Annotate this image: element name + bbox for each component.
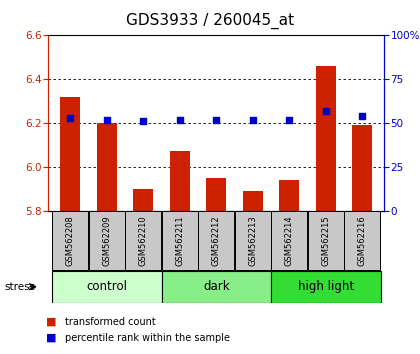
Text: dark: dark xyxy=(203,280,230,293)
Bar xyxy=(162,271,271,303)
Text: GSM562208: GSM562208 xyxy=(66,215,75,266)
Text: GSM562211: GSM562211 xyxy=(175,215,184,266)
Bar xyxy=(162,211,198,270)
Text: GSM562210: GSM562210 xyxy=(139,215,148,266)
Point xyxy=(323,108,329,114)
Bar xyxy=(52,271,162,303)
Text: transformed count: transformed count xyxy=(65,317,156,327)
Bar xyxy=(271,211,307,270)
Bar xyxy=(89,211,125,270)
Bar xyxy=(352,125,373,211)
Bar xyxy=(271,271,381,303)
Text: GSM562213: GSM562213 xyxy=(248,215,257,266)
Text: GSM562209: GSM562209 xyxy=(102,215,111,266)
Text: GSM562214: GSM562214 xyxy=(285,215,294,266)
Text: GSM562216: GSM562216 xyxy=(358,215,367,266)
Bar xyxy=(125,211,161,270)
Text: control: control xyxy=(86,280,127,293)
Text: stress: stress xyxy=(4,282,35,292)
Text: ■: ■ xyxy=(46,317,57,327)
Bar xyxy=(308,211,344,270)
Point xyxy=(140,119,147,124)
Bar xyxy=(170,152,190,211)
Bar xyxy=(52,211,88,270)
Point xyxy=(213,117,220,122)
Bar xyxy=(133,189,153,211)
Bar xyxy=(206,178,226,211)
Point xyxy=(359,113,366,119)
Point xyxy=(67,115,74,121)
Text: GSM562212: GSM562212 xyxy=(212,215,221,266)
Bar xyxy=(279,180,299,211)
Text: GSM562215: GSM562215 xyxy=(321,215,331,266)
Bar xyxy=(344,211,380,270)
Bar xyxy=(60,97,80,211)
Point xyxy=(286,117,293,122)
Bar xyxy=(198,211,234,270)
Text: ■: ■ xyxy=(46,333,57,343)
Point xyxy=(249,117,256,122)
Point xyxy=(103,117,110,122)
Point xyxy=(176,117,183,122)
Text: high light: high light xyxy=(298,280,354,293)
Text: percentile rank within the sample: percentile rank within the sample xyxy=(65,333,230,343)
Bar xyxy=(235,211,271,270)
Bar xyxy=(243,191,263,211)
Text: GDS3933 / 260045_at: GDS3933 / 260045_at xyxy=(126,12,294,29)
Bar xyxy=(316,66,336,211)
Bar xyxy=(97,123,117,211)
